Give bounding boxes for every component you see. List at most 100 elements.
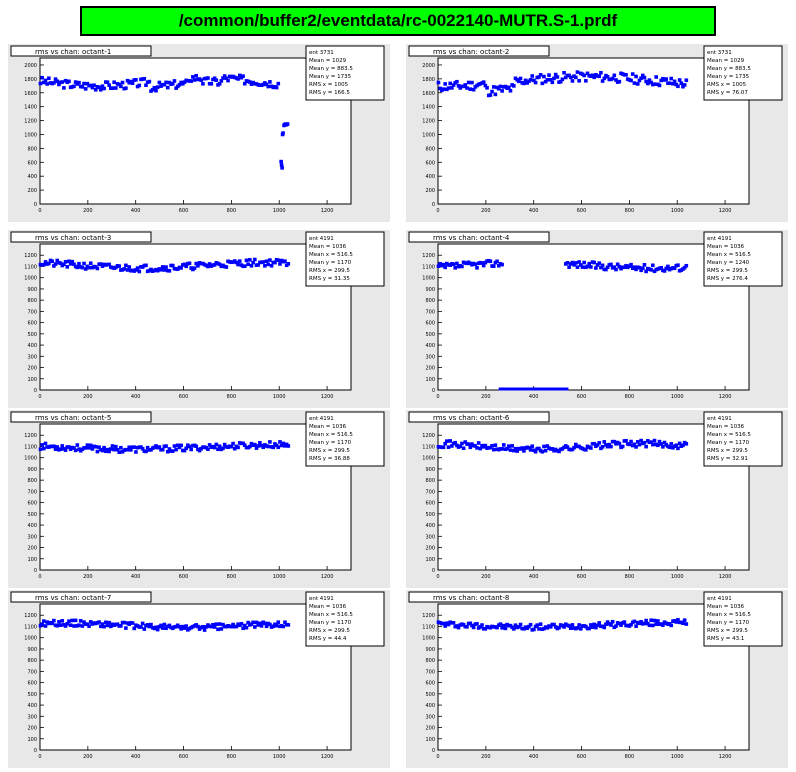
stats-line: Mean = 1036 xyxy=(707,424,745,430)
data-point xyxy=(548,625,553,629)
y-tick-label: 900 xyxy=(425,647,435,653)
data-point xyxy=(465,625,469,629)
data-point xyxy=(500,626,504,630)
data-point xyxy=(644,618,648,623)
data-point xyxy=(677,78,682,82)
data-point xyxy=(134,450,138,454)
x-tick-label: 600 xyxy=(577,394,587,400)
data-point xyxy=(538,622,543,626)
plot-title-box xyxy=(10,231,152,243)
data-point xyxy=(528,622,533,627)
data-point xyxy=(614,267,618,272)
data-point xyxy=(498,84,503,89)
data-point xyxy=(201,624,205,629)
data-point xyxy=(441,621,446,626)
data-point xyxy=(264,259,269,264)
y-tick-label: 1100 xyxy=(422,624,435,630)
y-tick-label: 1200 xyxy=(24,613,37,619)
data-point xyxy=(194,73,199,78)
data-point xyxy=(184,624,188,628)
x-tick-label: 1000 xyxy=(671,574,684,580)
data-point xyxy=(617,79,622,84)
data-point xyxy=(438,86,442,91)
data-point xyxy=(491,264,496,269)
data-point xyxy=(130,81,135,85)
data-point xyxy=(644,79,648,84)
data-point xyxy=(468,621,473,626)
data-point xyxy=(602,625,607,630)
data-point xyxy=(157,80,162,85)
data-point xyxy=(682,265,687,270)
data-point xyxy=(651,623,655,628)
data-point xyxy=(684,78,689,83)
y-tick-label: 1400 xyxy=(24,105,37,111)
data-point xyxy=(470,623,474,628)
data-point xyxy=(460,441,464,446)
data-point xyxy=(590,625,595,629)
data-point xyxy=(120,80,125,85)
data-point xyxy=(441,262,446,267)
data-point xyxy=(139,625,143,629)
data-point xyxy=(659,442,664,446)
data-point xyxy=(45,82,49,86)
data-point xyxy=(145,445,150,450)
data-point xyxy=(475,446,479,450)
data-point xyxy=(500,89,504,93)
data-point xyxy=(125,268,130,272)
data-point xyxy=(662,269,667,273)
data-point xyxy=(612,265,617,269)
data-point xyxy=(463,83,468,87)
data-point xyxy=(491,447,496,452)
stats-line: RMS x = 299.5 xyxy=(707,448,748,454)
data-point xyxy=(597,261,602,265)
data-point xyxy=(57,82,61,87)
data-point xyxy=(656,619,660,623)
data-point xyxy=(602,76,607,81)
data-point xyxy=(476,441,481,445)
data-point xyxy=(652,438,657,443)
data-point xyxy=(533,449,538,454)
y-tick-label: 100 xyxy=(425,557,435,563)
data-point xyxy=(72,84,76,89)
data-point xyxy=(537,627,541,631)
data-point xyxy=(637,78,642,83)
data-point xyxy=(102,86,106,91)
data-point xyxy=(471,87,476,92)
data-point xyxy=(513,623,518,627)
y-tick-label: 500 xyxy=(425,692,435,698)
data-point xyxy=(632,81,637,85)
data-point xyxy=(97,445,101,450)
data-point xyxy=(286,444,291,448)
data-point xyxy=(466,80,471,85)
data-point xyxy=(661,445,665,449)
data-point xyxy=(264,82,269,87)
data-point xyxy=(568,75,573,80)
data-point xyxy=(674,443,679,448)
stats-line: Mean y = 1170 xyxy=(309,620,352,626)
stats-line: RMS x = 299.5 xyxy=(309,268,350,274)
data-point xyxy=(473,262,478,267)
data-point xyxy=(604,267,608,272)
stats-line: ent 4191 xyxy=(309,236,334,242)
data-point xyxy=(563,75,568,80)
data-point xyxy=(508,448,513,452)
data-point xyxy=(615,262,620,267)
y-tick-label: 1200 xyxy=(24,119,37,125)
x-tick-label: 800 xyxy=(625,208,635,214)
y-tick-label: 600 xyxy=(425,160,435,166)
data-point xyxy=(248,257,252,262)
data-point xyxy=(456,84,461,88)
data-point xyxy=(98,262,103,266)
y-tick-label: 400 xyxy=(27,343,37,349)
y-tick-label: 500 xyxy=(425,512,435,518)
data-point xyxy=(184,446,188,451)
data-point xyxy=(607,442,612,447)
data-point xyxy=(537,446,541,451)
data-point xyxy=(241,626,245,631)
data-point xyxy=(681,443,685,448)
x-tick-label: 400 xyxy=(529,574,539,580)
stats-box xyxy=(703,231,783,287)
data-point xyxy=(102,445,106,450)
data-point xyxy=(117,82,121,87)
data-point xyxy=(584,624,588,629)
